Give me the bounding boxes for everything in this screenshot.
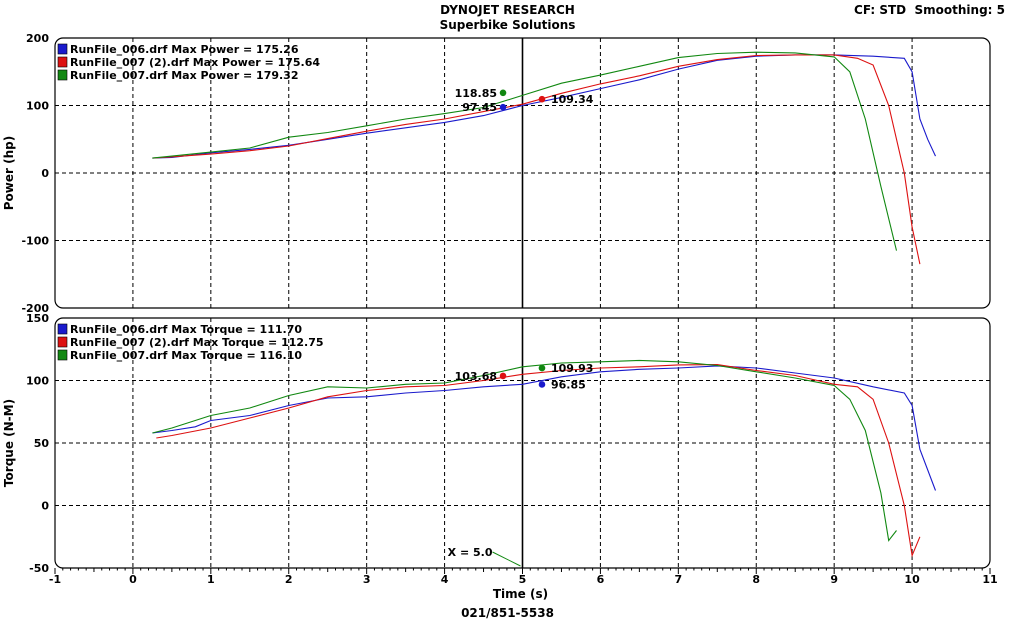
x-tick-label: 8 bbox=[752, 573, 760, 586]
series-line-blue bbox=[152, 365, 937, 491]
series-line-green bbox=[152, 359, 897, 542]
series-line-green bbox=[152, 51, 898, 251]
marker-label: 96.85 bbox=[551, 378, 586, 391]
footer-code: 021/851-5538 bbox=[461, 606, 554, 620]
x-tick-label: -1 bbox=[49, 573, 61, 586]
x-tick-label: 7 bbox=[675, 573, 683, 586]
y-tick-label: -100 bbox=[21, 235, 49, 248]
legend-swatch-green bbox=[57, 349, 68, 361]
marker-green bbox=[499, 89, 507, 97]
marker-blue bbox=[538, 381, 546, 388]
y-tick-label: 100 bbox=[26, 100, 49, 113]
legend-swatch-red bbox=[57, 56, 68, 68]
y-tick-label: -50 bbox=[29, 562, 49, 575]
legend-entry: RunFile_006.drf Max Torque = 111.70 bbox=[70, 323, 302, 336]
series-line-blue bbox=[152, 54, 936, 159]
cursor-callout-line bbox=[492, 551, 521, 567]
marker-label: 109.93 bbox=[551, 362, 593, 375]
y-tick-label: 50 bbox=[34, 437, 50, 450]
marker-green bbox=[538, 364, 546, 372]
x-axis-label: Time (s) bbox=[493, 587, 548, 601]
marker-label: 109.34 bbox=[551, 93, 594, 106]
y-tick-label: 200 bbox=[26, 32, 49, 45]
x-tick-label: 11 bbox=[982, 573, 997, 586]
x-axis-ticks bbox=[54, 568, 991, 574]
grid bbox=[55, 318, 990, 568]
y-tick-label: 100 bbox=[26, 375, 49, 388]
marker-red bbox=[499, 372, 507, 380]
legend-entry: RunFile_007 (2).drf Max Torque = 112.75 bbox=[70, 336, 324, 349]
legend-entry: RunFile_007 (2).drf Max Power = 175.64 bbox=[70, 56, 320, 69]
x-tick-label: 10 bbox=[904, 573, 920, 586]
x-tick-label: 6 bbox=[597, 573, 605, 586]
y-axis-label: Power (hp) bbox=[2, 136, 16, 210]
x-tick-label: 2 bbox=[285, 573, 293, 586]
chart-subtitle: Superbike Solutions bbox=[439, 18, 576, 32]
marker-label: 103.68 bbox=[455, 370, 497, 383]
x-tick-label: 1 bbox=[207, 573, 215, 586]
series-line-red bbox=[156, 364, 921, 558]
settings-readout: CF: STD Smoothing: 5 bbox=[854, 3, 1005, 17]
legend-entry: RunFile_006.drf Max Power = 175.26 bbox=[70, 43, 299, 56]
x-tick-label: 3 bbox=[363, 573, 371, 586]
marker-red bbox=[538, 95, 546, 103]
legend-swatch-blue bbox=[57, 43, 68, 55]
x-tick-label: 9 bbox=[830, 573, 838, 586]
series-line-red bbox=[152, 54, 921, 265]
chart-title: DYNOJET RESEARCH bbox=[440, 3, 575, 17]
y-tick-label: -200 bbox=[21, 302, 49, 315]
x-tick-label: 5 bbox=[519, 573, 527, 586]
legend-swatch-blue bbox=[57, 323, 68, 335]
legend-swatch-green bbox=[57, 69, 68, 81]
x-tick-label: 4 bbox=[441, 573, 449, 586]
x-tick-label: 0 bbox=[129, 573, 137, 586]
legend-swatch-red bbox=[57, 336, 68, 348]
legend: RunFile_006.drf Max Torque = 111.70RunFi… bbox=[57, 323, 324, 362]
cursor-readout: X = 5.0 bbox=[448, 546, 493, 559]
power-panel: -200 -100 0 100 200 Power (hp) RunFile_006.drf… bbox=[2, 32, 991, 315]
y-tick-label: 150 bbox=[26, 312, 49, 325]
marker-label: 97.45 bbox=[462, 101, 497, 114]
y-axis-label: Torque (N-M) bbox=[2, 399, 16, 487]
y-tick-label: 0 bbox=[41, 500, 49, 513]
grid bbox=[55, 38, 990, 308]
legend-entry: RunFile_007.drf Max Power = 179.32 bbox=[70, 69, 299, 82]
legend-entry: RunFile_007.drf Max Torque = 116.10 bbox=[70, 349, 302, 362]
marker-blue bbox=[499, 103, 507, 111]
marker-label: 118.85 bbox=[455, 87, 497, 100]
y-tick-label: 0 bbox=[41, 167, 49, 180]
legend: RunFile_006.drf Max Power = 175.26RunFil… bbox=[57, 43, 320, 82]
